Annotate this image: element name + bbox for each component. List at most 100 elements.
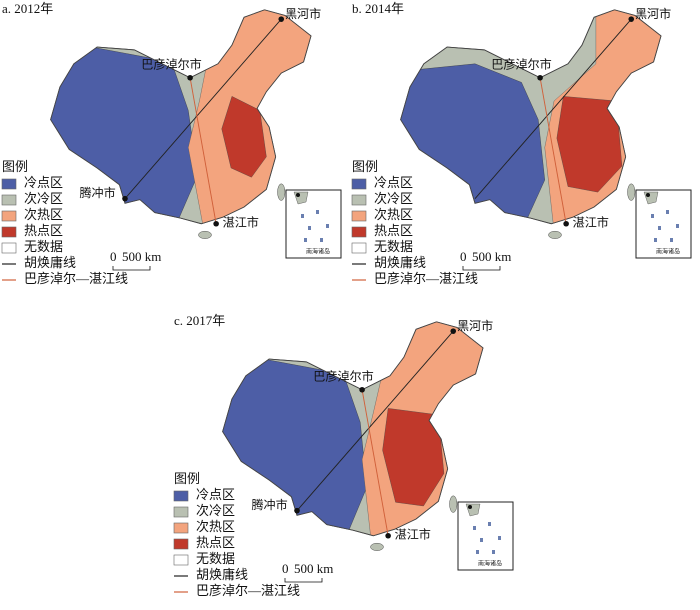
inset-islands: [308, 226, 311, 230]
legend-swatch: [351, 178, 367, 190]
inset: 南海诸岛: [635, 189, 692, 259]
city-label: 腾冲市: [79, 185, 115, 200]
legend-label: 胡焕庸线: [374, 255, 426, 270]
legend-swatch: [173, 506, 189, 518]
legend-swatch: [1, 178, 17, 190]
scale-bar: 0 500 km: [282, 561, 333, 583]
legend-label: 热点区: [196, 535, 235, 550]
city-dot: [628, 16, 635, 22]
taiwan: [627, 183, 636, 201]
city-label: 湛江市: [395, 527, 431, 542]
city-dot: [187, 74, 193, 81]
scale-zero: 0: [282, 561, 289, 576]
legend-swatch: [351, 210, 367, 222]
bz-line: [189, 77, 217, 224]
legend-title: 图例: [2, 159, 28, 174]
inset: 南海诸岛: [285, 189, 342, 259]
legend-swatch: [1, 210, 17, 222]
taiwan: [449, 495, 458, 513]
legend-label: 次热区: [24, 207, 63, 222]
scale-line: [112, 266, 151, 271]
city-dot: [213, 220, 219, 227]
inset-island: [468, 505, 472, 509]
legend-swatch: [351, 226, 367, 238]
hainan: [548, 230, 562, 239]
inset-islands: [676, 224, 679, 228]
map-panel: c. 2017年 黑河市巴彦淖尔市腾冲市湛江市图例冷点区次冷区次热区热点区无数据胡…: [173, 313, 514, 598]
inset-islands: [651, 214, 654, 218]
inset-islands: [666, 210, 669, 214]
inset-frame: [635, 189, 692, 259]
inset-island: [296, 193, 300, 197]
legend-label: 巴彦淖尔—湛江线: [196, 583, 300, 598]
city-dot: [294, 507, 300, 514]
scale-length: 500 km: [122, 249, 161, 264]
hu-line: [296, 330, 454, 511]
legend-label: 巴彦淖尔—湛江线: [24, 271, 128, 286]
inset-islands: [476, 550, 479, 554]
inset-islands: [492, 550, 495, 554]
inset-islands: [654, 238, 657, 242]
city-dot: [385, 532, 391, 539]
inset-frame: [457, 501, 514, 571]
legend-swatch: [173, 554, 189, 566]
inset-frame: [285, 189, 342, 259]
legend-swatch: [351, 242, 367, 254]
inset-islands: [473, 526, 476, 530]
inset-islands: [480, 538, 483, 542]
inset-islands: [304, 238, 307, 242]
legend-label: 胡焕庸线: [24, 255, 76, 270]
bz-line: [539, 77, 567, 224]
city-label: 湛江市: [573, 215, 609, 230]
scale-bar: 0 500 km: [460, 249, 511, 271]
panel-title: b. 2014年: [352, 1, 404, 16]
taiwan: [277, 183, 286, 201]
city-dot: [450, 328, 457, 334]
legend-label: 冷点区: [196, 487, 235, 502]
scale-zero: 0: [460, 249, 467, 264]
inset-islands: [316, 210, 319, 214]
scale-length: 500 km: [472, 249, 511, 264]
legend-swatch: [173, 538, 189, 550]
scale-bar: 0 500 km: [110, 249, 161, 271]
legend-label: 次热区: [196, 519, 235, 534]
inset-label: 南海诸岛: [306, 247, 330, 255]
city-dot: [563, 220, 569, 227]
legend-label: 热点区: [24, 223, 63, 238]
inset-islands: [301, 214, 304, 218]
legend-label: 次热区: [374, 207, 413, 222]
city-dot: [122, 195, 128, 202]
scale-zero: 0: [110, 249, 117, 264]
inset-islands: [670, 238, 673, 242]
legend-swatch: [173, 490, 189, 502]
inset: 南海诸岛: [457, 501, 514, 571]
outline: [222, 321, 484, 537]
outline: [400, 9, 662, 225]
legend-swatch: [351, 194, 367, 206]
hu-line: [124, 18, 282, 199]
inset-island: [646, 193, 650, 197]
legend-label: 次冷区: [374, 191, 413, 206]
city-label: 黑河市: [285, 6, 321, 21]
panel-title: a. 2012年: [2, 1, 53, 16]
city-label: 湛江市: [223, 215, 259, 230]
legend-swatch: [1, 226, 17, 238]
legend-label: 无数据: [196, 551, 235, 566]
scale-line: [284, 578, 323, 583]
regions: [50, 9, 312, 224]
legend-label: 无数据: [374, 239, 413, 254]
map-panel: a. 2012年 黑河市巴彦淖尔市腾冲市湛江市图例冷点区次冷区次热区热点区无数据胡…: [1, 1, 342, 286]
city-label: 黑河市: [457, 318, 493, 333]
inset-islands: [326, 224, 329, 228]
legend-label: 冷点区: [24, 175, 63, 190]
legend-label: 热点区: [374, 223, 413, 238]
inset-label: 南海诸岛: [478, 559, 502, 567]
scale-length: 500 km: [294, 561, 333, 576]
city-dot: [278, 16, 285, 22]
city-dot: [359, 386, 365, 393]
